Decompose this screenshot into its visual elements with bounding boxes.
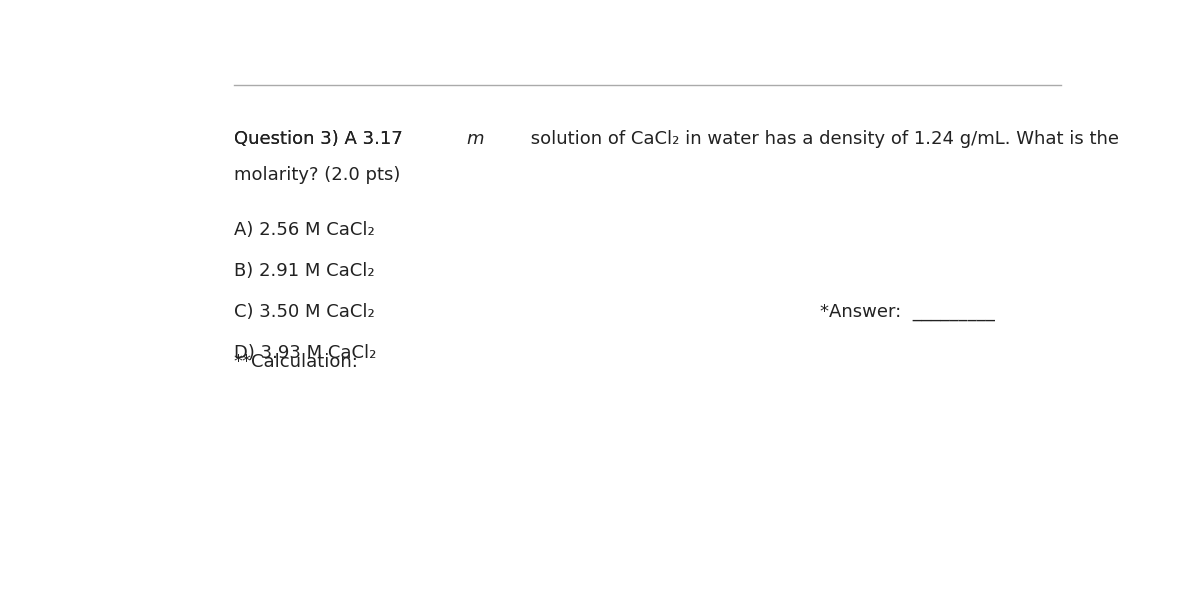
Text: **Calculation:: **Calculation: [234,353,359,371]
Text: A) 2.56 M CaCl₂: A) 2.56 M CaCl₂ [234,221,374,239]
Text: Question 3) A 3.17: Question 3) A 3.17 [234,130,408,148]
Text: C) 3.50 M CaCl₂: C) 3.50 M CaCl₂ [234,303,374,321]
Text: Question 3) A 3.17: Question 3) A 3.17 [234,130,408,148]
Text: D) 3.93 M CaCl₂: D) 3.93 M CaCl₂ [234,344,376,362]
Text: B) 2.91 M CaCl₂: B) 2.91 M CaCl₂ [234,262,374,280]
Text: solution of CaCl₂ in water has a density of 1.24 g/mL. What is the: solution of CaCl₂ in water has a density… [524,130,1118,148]
Text: molarity? (2.0 pts): molarity? (2.0 pts) [234,167,400,184]
Text: *Answer:  _________: *Answer: _________ [820,303,995,321]
Text: m: m [467,130,484,148]
